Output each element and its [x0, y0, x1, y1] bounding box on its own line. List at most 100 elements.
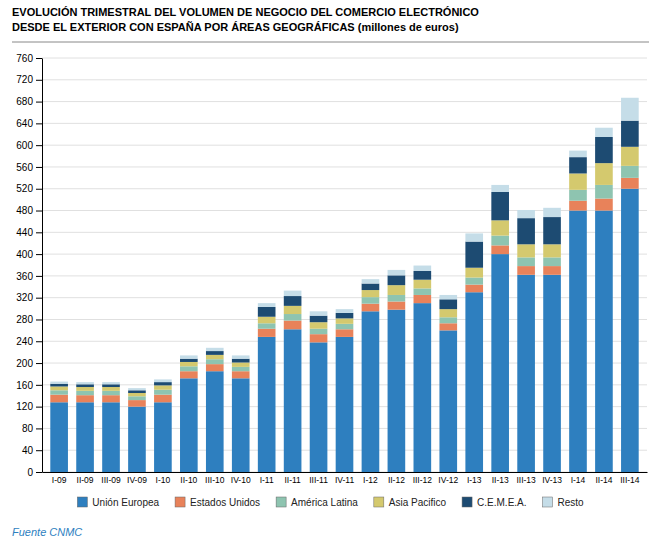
- grid-line: [42, 101, 647, 102]
- bar: [102, 395, 120, 402]
- bar: [621, 178, 639, 189]
- bar: [206, 351, 224, 355]
- bar: [310, 329, 328, 334]
- y-tick-mark: [36, 298, 42, 299]
- x-tick-label: I-10: [156, 475, 171, 485]
- y-tick-mark: [36, 211, 42, 212]
- y-tick: 480: [16, 205, 42, 216]
- x-tick: II-09: [77, 475, 94, 485]
- bar: [258, 323, 276, 328]
- grid-line: [42, 188, 647, 189]
- y-tick-mark: [36, 341, 42, 342]
- legend-swatch: [374, 497, 384, 507]
- bar: [76, 395, 94, 402]
- bar: [621, 166, 639, 178]
- bar: [595, 137, 613, 163]
- bar: [491, 192, 509, 220]
- x-tick-label: III-09: [101, 475, 121, 485]
- grid-line: [42, 166, 647, 167]
- y-tick-label: 480: [16, 205, 33, 216]
- legend-swatch: [77, 497, 87, 507]
- y-tick-mark: [36, 385, 42, 386]
- x-tick: II-14: [595, 475, 612, 485]
- x-tick-label: IV-12: [438, 475, 458, 485]
- x-tick-label: I-13: [467, 475, 482, 485]
- x-tick: III-10: [205, 475, 225, 485]
- x-tick: I-11: [260, 475, 274, 485]
- x-tick-label: III-12: [413, 475, 433, 485]
- x-tick: I-14: [571, 475, 586, 485]
- x-tick: III-13: [516, 475, 536, 485]
- legend-swatch: [175, 497, 185, 507]
- bar: [439, 317, 457, 323]
- bar: [310, 322, 328, 329]
- bar: [154, 395, 172, 403]
- bar: [76, 387, 94, 391]
- y-tick: 600: [16, 140, 42, 151]
- y-tick-label: 720: [16, 74, 33, 85]
- bar: [569, 190, 587, 201]
- bar: [621, 98, 639, 121]
- bar: [439, 299, 457, 309]
- bar: [232, 363, 250, 367]
- bar: [128, 388, 146, 390]
- bar: [206, 359, 224, 364]
- x-tick-label: IV-10: [231, 475, 251, 485]
- bar: [154, 382, 172, 385]
- bar: [258, 303, 276, 307]
- bar: [465, 285, 483, 293]
- x-tick-label: I-12: [363, 475, 378, 485]
- legend-label: Estados Unidos: [190, 497, 260, 508]
- bar: [128, 393, 146, 396]
- bar: [388, 301, 406, 309]
- x-tick-label: II-09: [77, 475, 94, 485]
- legend: Unión EuropeaEstados UnidosAmérica Latin…: [77, 497, 584, 508]
- legend-item: Estados Unidos: [175, 497, 260, 508]
- x-tick-label: III-13: [516, 475, 536, 485]
- bar: [465, 242, 483, 268]
- y-tick-label: 0: [27, 467, 33, 478]
- bar: [336, 324, 354, 329]
- y-tick-mark: [36, 232, 42, 233]
- bar: [465, 233, 483, 241]
- bar: [491, 254, 509, 472]
- grid-line: [42, 58, 647, 59]
- y-tick-mark: [36, 319, 42, 320]
- plot: 0408012016020024028032036040044048052056…: [16, 53, 647, 485]
- bar: [595, 185, 613, 199]
- bar: [50, 386, 68, 390]
- bar-series: [50, 178, 638, 407]
- bar-series: [50, 121, 638, 393]
- grid-line: [42, 145, 647, 146]
- legend-item: Asia Pacifico: [374, 497, 447, 508]
- bar: [491, 245, 509, 254]
- bar: [543, 275, 561, 472]
- y-tick-label: 120: [16, 401, 33, 412]
- bar: [595, 211, 613, 472]
- y-tick: 360: [16, 271, 42, 282]
- bar: [258, 337, 276, 472]
- x-tick: III-11: [309, 475, 328, 485]
- bar: [102, 382, 120, 384]
- bar: [362, 304, 380, 312]
- bar: [621, 121, 639, 147]
- x-tick: II-13: [492, 475, 509, 485]
- bar: [284, 296, 302, 306]
- y-tick-label: 240: [16, 336, 33, 347]
- bar: [491, 236, 509, 246]
- y-tick: 160: [16, 380, 42, 391]
- y-tick-label: 560: [16, 162, 33, 173]
- y-axis: 0408012016020024028032036040044048052056…: [16, 53, 42, 478]
- source: Fuente CNMC: [12, 526, 82, 538]
- y-tick: 560: [16, 162, 42, 173]
- bar: [180, 378, 198, 472]
- bar: [284, 321, 302, 330]
- legend-label: Asia Pacifico: [389, 497, 447, 508]
- x-tick-label: III-14: [620, 475, 640, 485]
- bar: [595, 128, 613, 137]
- bar: [232, 371, 250, 378]
- bar: [180, 355, 198, 358]
- bar-series: [50, 166, 638, 400]
- y-tick: 320: [16, 292, 42, 303]
- bar: [621, 189, 639, 472]
